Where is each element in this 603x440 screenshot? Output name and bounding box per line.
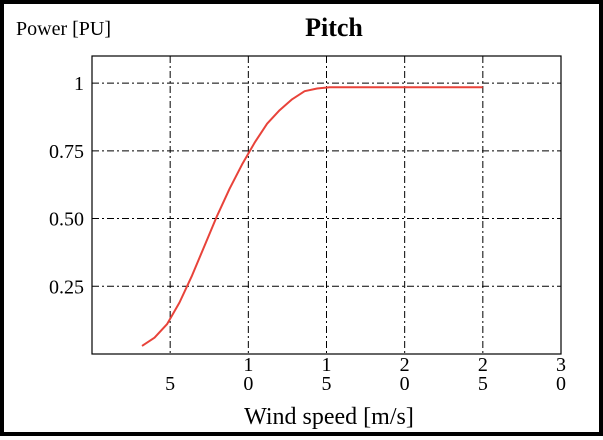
x-axis-label: Wind speed [m/s] bbox=[244, 404, 414, 430]
x-tick-label: 1 bbox=[322, 354, 332, 376]
y-axis-label: Power [PU] bbox=[16, 18, 111, 40]
x-tick-label: 0 bbox=[243, 373, 253, 395]
series-layer bbox=[141, 86, 483, 347]
x-tick-label: 2 bbox=[400, 354, 410, 376]
y-tick-label: 0.50 bbox=[49, 209, 84, 231]
x-tick-label: 1 bbox=[243, 354, 253, 376]
y-tick-label: 0.75 bbox=[49, 141, 84, 163]
grid-lines bbox=[92, 56, 561, 354]
x-tick-label: 5 bbox=[322, 373, 332, 395]
x-tick-label: 5 bbox=[165, 373, 175, 395]
x-tick-label: 2 bbox=[478, 354, 488, 376]
y-tick-labels: 0.25 0.50 0.75 1 bbox=[49, 73, 84, 298]
power-curve-line bbox=[141, 86, 483, 347]
y-tick-label: 1 bbox=[74, 73, 84, 95]
chart-title: Pitch bbox=[305, 13, 363, 42]
x-tick-label: 5 bbox=[478, 373, 488, 395]
y-tick-label: 0.25 bbox=[49, 276, 84, 298]
x-tick-label: 3 bbox=[556, 354, 566, 376]
x-tick-label: 0 bbox=[556, 373, 566, 395]
x-tick-label: 0 bbox=[400, 373, 410, 395]
plot-area bbox=[91, 55, 562, 355]
